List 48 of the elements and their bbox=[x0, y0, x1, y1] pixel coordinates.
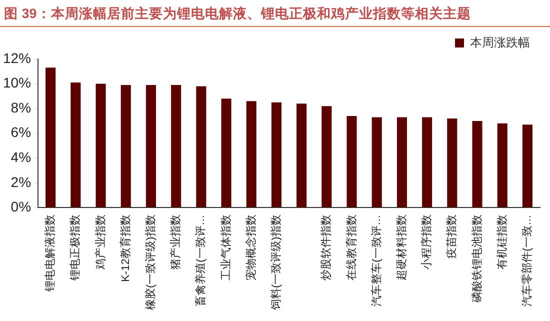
y-tick-label: 6% bbox=[10, 124, 32, 140]
x-tick-label: K-12教育指数 bbox=[118, 214, 132, 282]
y-tick-label: 2% bbox=[10, 174, 32, 190]
bar bbox=[522, 124, 532, 208]
x-tick-label: 汽车整车(一致评… bbox=[370, 214, 383, 306]
x-tick-label: 锂电正极指数 bbox=[68, 214, 82, 282]
x-tick-label: 饲料(一致评级)指数 bbox=[269, 214, 282, 311]
bar bbox=[146, 85, 156, 208]
x-tick-label: 畜禽养殖(一致评… bbox=[194, 214, 208, 306]
x-tick-label: 超硬材料指数 bbox=[394, 214, 408, 281]
y-tick-label: 10% bbox=[2, 74, 32, 91]
bar bbox=[196, 86, 206, 208]
x-tick-label: 汽车零部件(一致… bbox=[520, 214, 534, 306]
chart-title: 图 39：本周涨幅居前主要为锂电电解液、锂电正极和鸡产业指数等相关主题 bbox=[0, 0, 550, 27]
y-tick-label: 12% bbox=[2, 50, 32, 66]
x-tick-label: 磷酸铁锂电池指数 bbox=[470, 214, 484, 304]
bar bbox=[296, 104, 307, 208]
y-tick-label: 8% bbox=[10, 99, 32, 116]
x-tick-label: 小程序指数 bbox=[420, 214, 434, 270]
y-tick-label: 0% bbox=[10, 198, 32, 215]
y-tick-label: 4% bbox=[10, 148, 32, 165]
x-tick-label: 在线教育指数 bbox=[344, 214, 358, 281]
bar bbox=[120, 85, 131, 208]
x-tick-label: 鸡产业指数 bbox=[94, 214, 107, 271]
bar bbox=[346, 116, 357, 208]
bar bbox=[70, 82, 81, 208]
bar bbox=[171, 85, 182, 208]
x-tick-label: 有机硅指数 bbox=[495, 214, 508, 270]
x-tick-label: 炒股软件指数 bbox=[320, 214, 333, 281]
bar bbox=[246, 101, 256, 208]
bar bbox=[221, 98, 232, 208]
bar bbox=[447, 118, 458, 208]
legend-label: 本周涨跌幅 bbox=[470, 35, 530, 50]
bar bbox=[46, 68, 56, 208]
x-tick-label: 疫苗指数 bbox=[445, 214, 458, 259]
bar bbox=[497, 123, 508, 208]
bar bbox=[322, 106, 332, 208]
x-tick-label: 猪产业指数 bbox=[169, 214, 182, 270]
x-tick-label: 橡胶(一致评级)指数 bbox=[144, 214, 157, 310]
x-tick-label: 宠物概念指数 bbox=[244, 214, 258, 281]
bar bbox=[472, 120, 482, 208]
x-tick-label: 锂电电解液指数 bbox=[44, 214, 57, 293]
bar bbox=[96, 84, 106, 208]
bar bbox=[271, 102, 282, 208]
bar bbox=[396, 117, 407, 208]
bar bbox=[422, 117, 432, 208]
x-tick-label: 工业气体指数 bbox=[219, 214, 232, 281]
bar bbox=[372, 117, 382, 208]
